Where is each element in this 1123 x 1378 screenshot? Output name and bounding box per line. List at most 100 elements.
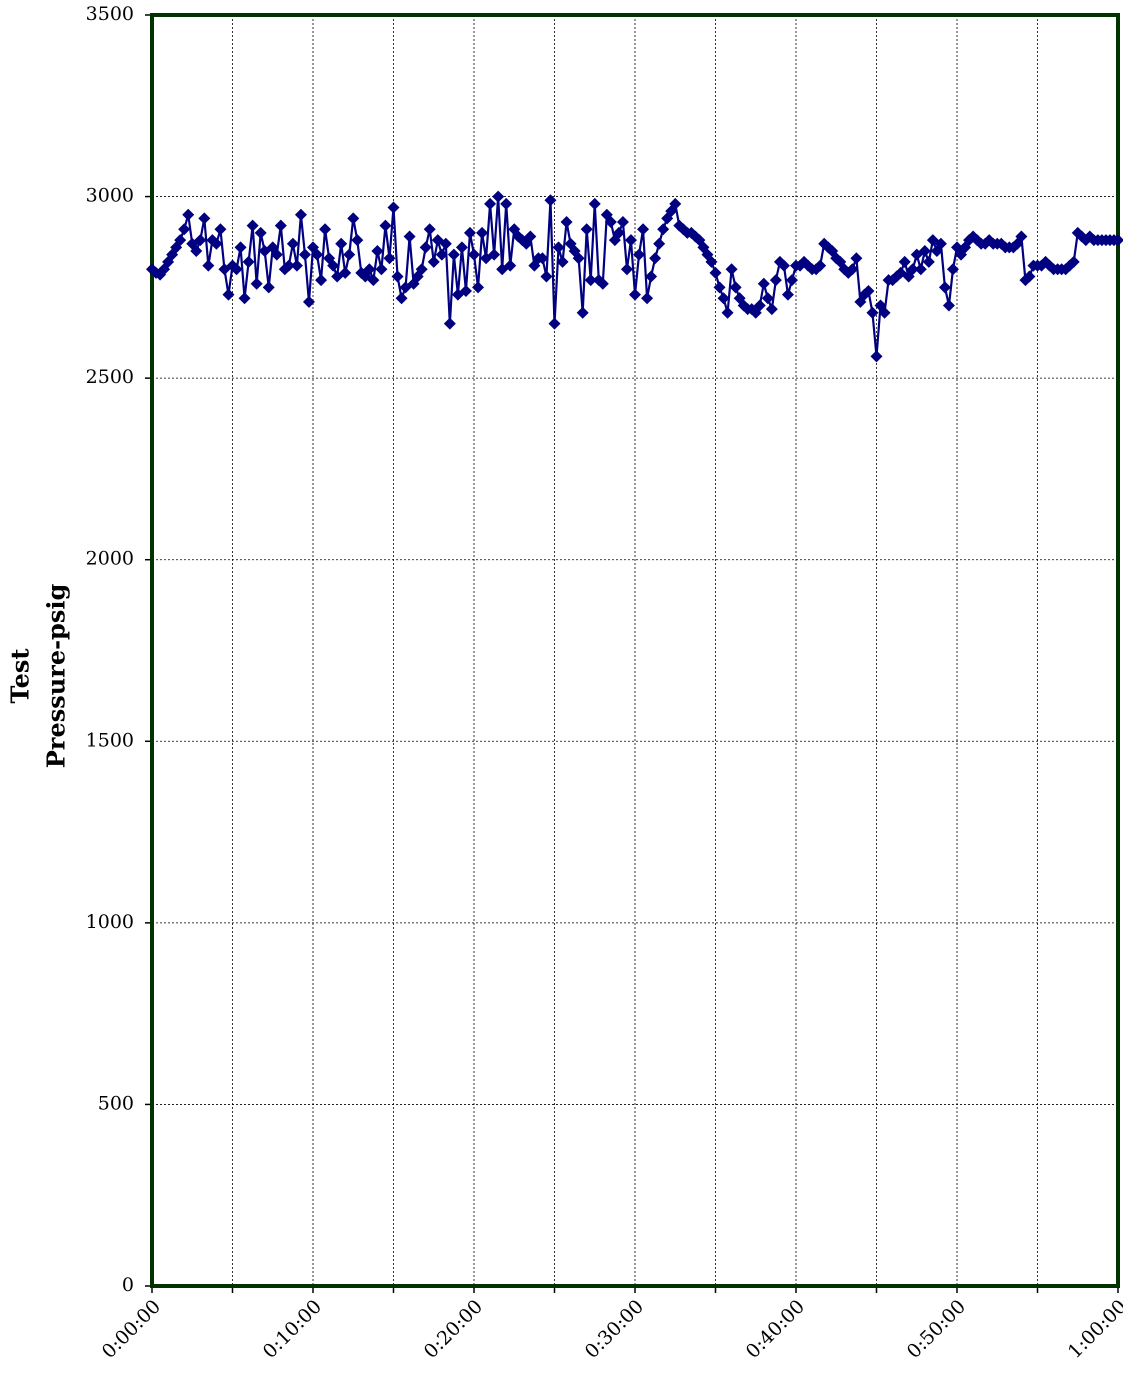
data-point bbox=[705, 255, 718, 268]
data-point bbox=[657, 223, 670, 236]
y-axis-label: Test bbox=[6, 649, 35, 704]
data-point bbox=[769, 274, 782, 287]
data-point bbox=[371, 245, 384, 258]
data-point bbox=[463, 226, 476, 239]
data-point bbox=[777, 259, 790, 272]
data-point bbox=[560, 215, 573, 228]
data-point bbox=[298, 248, 311, 261]
data-point bbox=[588, 197, 601, 210]
data-point bbox=[898, 255, 911, 268]
data-point bbox=[576, 306, 589, 319]
data-point bbox=[653, 237, 666, 250]
data-point bbox=[459, 284, 472, 297]
data-point bbox=[182, 208, 195, 221]
data-point bbox=[468, 248, 480, 261]
data-point bbox=[761, 292, 774, 305]
data-point bbox=[198, 212, 211, 225]
data-point bbox=[637, 223, 650, 236]
data-point bbox=[725, 263, 738, 276]
data-point bbox=[395, 292, 408, 305]
data-point bbox=[757, 277, 770, 290]
data-point bbox=[242, 255, 255, 268]
data-point bbox=[375, 263, 388, 276]
data-point bbox=[488, 248, 501, 261]
data-point bbox=[311, 248, 324, 261]
data-point bbox=[214, 223, 227, 236]
data-point bbox=[922, 255, 935, 268]
data-point bbox=[492, 190, 505, 203]
data-point bbox=[1023, 270, 1036, 283]
data-point bbox=[319, 223, 332, 236]
data-point bbox=[536, 252, 549, 265]
data-point bbox=[367, 274, 380, 287]
data-point bbox=[254, 226, 267, 239]
y-tick-label: 1000 bbox=[86, 911, 134, 933]
data-point bbox=[270, 248, 283, 261]
data-point bbox=[753, 299, 766, 312]
data-point bbox=[500, 197, 513, 210]
data-point bbox=[294, 208, 307, 221]
data-point bbox=[649, 252, 662, 265]
data-point bbox=[846, 263, 859, 276]
y-tick-label: 3000 bbox=[86, 185, 134, 207]
data-point bbox=[484, 197, 497, 210]
data-point bbox=[387, 201, 400, 214]
data-point bbox=[552, 241, 565, 254]
data-point bbox=[624, 234, 637, 247]
data-point bbox=[540, 270, 553, 283]
data-point bbox=[234, 241, 247, 254]
x-tick-label: 0:20:00 bbox=[420, 1296, 487, 1363]
data-point bbox=[335, 237, 348, 250]
data-point bbox=[174, 234, 187, 247]
data-point bbox=[729, 281, 742, 294]
data-point bbox=[548, 317, 561, 330]
data-point bbox=[246, 219, 259, 232]
data-point bbox=[435, 248, 448, 261]
data-point bbox=[938, 281, 951, 294]
data-point bbox=[616, 215, 629, 228]
data-point bbox=[439, 237, 452, 250]
data-point bbox=[472, 281, 485, 294]
data-point bbox=[934, 237, 947, 250]
data-point bbox=[222, 288, 235, 301]
data-point bbox=[443, 317, 456, 330]
data-point bbox=[862, 284, 875, 297]
y-tick-label: 0 bbox=[122, 1274, 134, 1296]
data-point bbox=[942, 299, 955, 312]
x-tick-label: 0:10:00 bbox=[259, 1296, 326, 1363]
data-point bbox=[178, 223, 191, 236]
data-point bbox=[427, 255, 440, 268]
data-point bbox=[202, 259, 215, 272]
data-point bbox=[866, 306, 879, 319]
data-point bbox=[282, 259, 295, 272]
data-point bbox=[572, 252, 585, 265]
data-point bbox=[383, 252, 396, 265]
data-point bbox=[1112, 234, 1123, 247]
data-point bbox=[230, 263, 243, 276]
x-tick-label: 0:50:00 bbox=[903, 1296, 970, 1363]
data-point bbox=[584, 274, 597, 287]
data-point bbox=[1067, 255, 1080, 268]
data-point bbox=[403, 230, 416, 243]
data-point bbox=[238, 292, 251, 305]
data-point bbox=[1015, 230, 1028, 243]
x-tick-label: 0:40:00 bbox=[742, 1296, 809, 1363]
data-point bbox=[620, 263, 633, 276]
data-point bbox=[785, 274, 798, 287]
data-point bbox=[914, 263, 927, 276]
data-point bbox=[423, 223, 436, 236]
data-point bbox=[596, 277, 609, 290]
data-point bbox=[612, 226, 625, 239]
plot-frame bbox=[150, 13, 1120, 1288]
data-point bbox=[556, 255, 569, 268]
data-point bbox=[906, 263, 919, 276]
y-axis-label: Pressure-psig bbox=[42, 584, 71, 769]
data-point bbox=[629, 288, 641, 301]
data-point bbox=[339, 266, 352, 279]
data-point bbox=[391, 270, 404, 283]
data-point bbox=[290, 259, 303, 272]
data-point bbox=[717, 292, 730, 305]
data-point bbox=[415, 263, 428, 276]
y-tick-label: 1500 bbox=[86, 729, 134, 751]
